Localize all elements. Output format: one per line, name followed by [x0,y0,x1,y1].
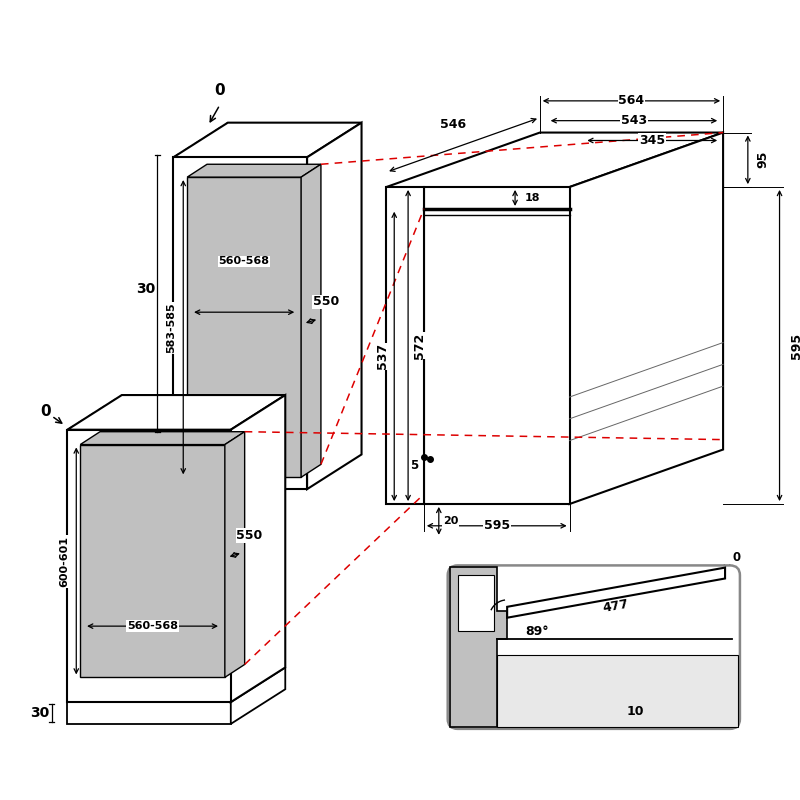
Text: 550: 550 [313,295,339,309]
Ellipse shape [398,299,411,316]
Text: 564: 564 [618,94,645,107]
Text: 550: 550 [237,530,262,542]
Text: 30: 30 [136,282,155,295]
Polygon shape [458,575,494,630]
Polygon shape [187,164,321,177]
Polygon shape [424,187,570,504]
Text: 30: 30 [30,706,50,720]
Text: 477: 477 [602,598,630,614]
Text: 0: 0 [733,550,741,564]
Text: 560-568: 560-568 [127,621,178,631]
Text: 537: 537 [376,343,389,370]
Polygon shape [450,567,507,727]
Polygon shape [386,133,723,187]
Polygon shape [498,655,738,727]
Polygon shape [301,164,321,478]
Polygon shape [507,567,725,618]
Text: 600-601: 600-601 [59,536,70,587]
Text: 89°: 89° [525,625,549,638]
Text: 18: 18 [525,193,541,203]
Text: 595: 595 [484,519,510,532]
Polygon shape [80,445,225,678]
Polygon shape [225,432,245,678]
Polygon shape [67,430,230,702]
Text: 572: 572 [414,332,426,358]
Polygon shape [174,122,362,158]
Polygon shape [230,395,286,702]
Polygon shape [386,187,424,504]
Text: 10: 10 [626,705,644,718]
Text: 583-585: 583-585 [166,302,176,353]
Text: 5: 5 [410,459,418,472]
Text: 543: 543 [621,114,647,127]
Text: 345: 345 [639,134,666,147]
FancyBboxPatch shape [448,566,740,729]
Text: 0: 0 [214,83,226,98]
Polygon shape [174,158,307,489]
Polygon shape [67,702,230,724]
Polygon shape [230,667,286,724]
Text: 595: 595 [790,333,800,358]
Ellipse shape [400,354,410,369]
Polygon shape [307,122,362,489]
Text: 560-568: 560-568 [218,256,270,266]
Text: 20: 20 [443,516,458,526]
Text: 546: 546 [440,118,466,131]
Text: 0: 0 [40,404,51,419]
Polygon shape [570,133,723,504]
Text: 95: 95 [756,151,770,169]
Polygon shape [80,432,245,445]
Polygon shape [187,177,301,478]
Polygon shape [67,395,286,430]
